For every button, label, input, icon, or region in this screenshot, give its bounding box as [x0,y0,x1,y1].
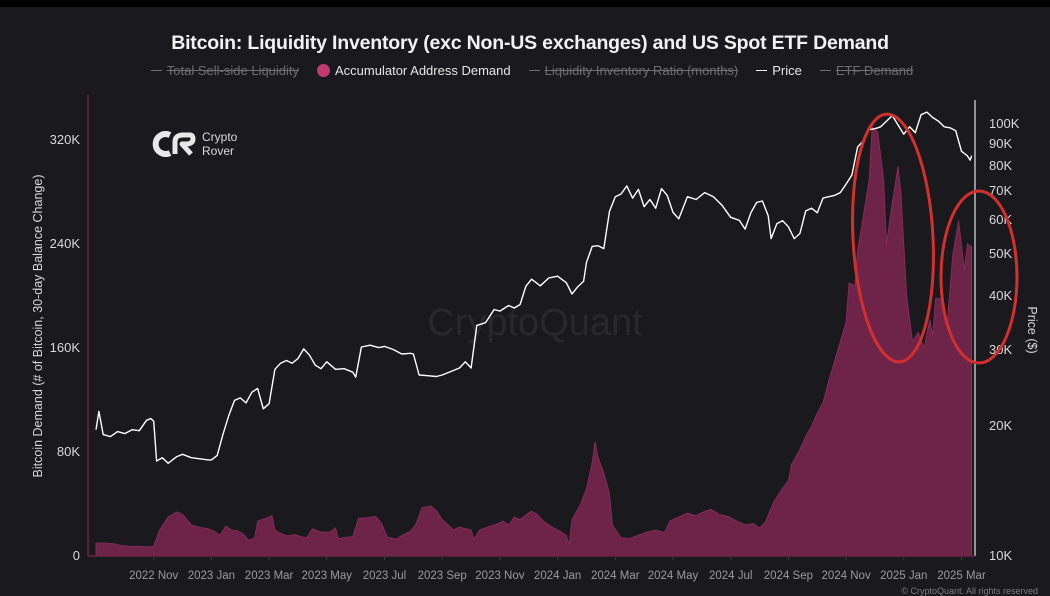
legend-item-accumulator-address-demand[interactable]: Accumulator Address Demand [317,63,511,78]
y2-tick-label: 20K [989,418,1012,433]
price-line [95,111,973,464]
y2-tick-label: 40K [989,288,1012,303]
y2-tick-label: 90K [989,136,1012,151]
x-tick-label: 2024 Sep [764,570,813,582]
x-tick-label: 2023 Sep [418,570,467,582]
legend-line-icon [150,69,162,72]
chart-title: Bitcoin: Liquidity Inventory (exc Non-US… [171,32,889,54]
watermark-text: CryptoQuant [427,302,643,344]
legend-dot-icon [317,64,331,77]
y2-tick-label: 100K [989,116,1020,131]
legend-item-etf-demand[interactable]: ETF Demand [819,63,914,78]
x-tick-label: 2023 May [302,570,353,582]
x-tick-label: 2023 Mar [245,570,294,582]
crypto-rover-logo: Crypto Rover [150,130,237,158]
legend-label: ETF Demand [835,63,914,78]
y-tick-label: 80K [57,444,80,459]
annotation-ellipse-2 [939,189,1019,365]
x-tick-label: 2023 Jul [363,570,406,582]
y-tick-label: 320K [50,132,81,147]
demand-area [95,126,972,557]
legend-item-liquidity-inventory-ratio[interactable]: Liquidity Inventory Ratio (months) [528,63,739,78]
x-tick-label: 2024 Jan [534,570,581,582]
x-tick-label: 2025 Jan [880,570,927,582]
cr-logo-icon [152,131,196,157]
legend-line-icon [528,69,540,72]
copyright-notice: © CryptoQuant. All rights reserved [901,586,1038,596]
x-tick-label: 2023 Jan [188,570,235,582]
y2-tick-label: 70K [989,183,1012,198]
logo-text: Crypto Rover [202,130,237,158]
x-tick-label: 2024 Mar [591,570,640,582]
x-tick-label: 2023 Nov [475,570,524,582]
y-tick-label: 0 [73,548,80,563]
legend-item-price[interactable]: Price [756,63,802,78]
y2-tick-label: 10K [989,548,1012,563]
x-tick-label: 2024 Jul [709,570,752,582]
x-tick-label: 2024 May [648,570,699,582]
y2-axis-title: Price ($) [1025,306,1039,353]
chart-legend: Total Sell-side Liquidity Accumulator Ad… [0,63,1050,78]
y2-tick-label: 80K [989,158,1012,173]
y2-tick-label: 50K [989,246,1012,261]
legend-item-total-sell-side-liquidity[interactable]: Total Sell-side Liquidity [150,63,300,78]
annotation-ellipse-1 [851,112,935,364]
x-tick-label: 2022 Nov [129,570,178,582]
legend-line-icon [819,69,831,72]
top-bar [0,0,1050,7]
legend-label: Price [772,63,802,78]
legend-label: Accumulator Address Demand [335,63,511,78]
logo-text-line2: Rover [202,144,235,158]
y-tick-label: 240K [50,236,81,251]
y-axis-title: Bitcoin Demand (# of Bitcoin, 30-day Bal… [31,175,45,478]
legend-label: Total Sell-side Liquidity [166,63,300,78]
legend-line-icon [756,69,768,72]
logo-text-line1: Crypto [202,130,238,144]
x-tick-label: 2024 Nov [821,570,870,582]
x-tick-label: 2025 Mar [937,570,986,582]
legend-label: Liquidity Inventory Ratio (months) [544,63,739,78]
y-tick-label: 160K [50,340,81,355]
